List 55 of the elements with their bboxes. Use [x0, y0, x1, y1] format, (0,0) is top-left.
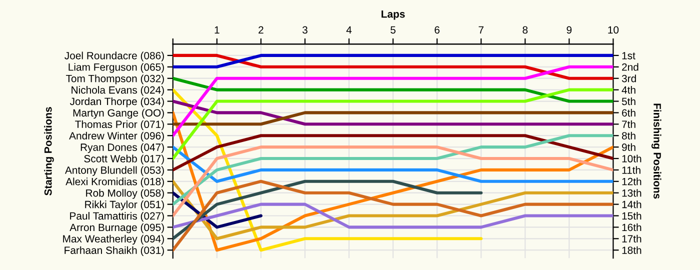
line-series [172, 180, 614, 252]
series-label: Farhaan Shaikh (031) [64, 246, 164, 256]
series-label: Jordan Thorpe (034) [70, 97, 164, 108]
y2-tick-label: 7th [622, 120, 636, 128]
series-label: Thomas Prior (071) [75, 120, 164, 130]
y2-tick-label: 6th [622, 108, 636, 117]
y2-tick-label: 10th [622, 154, 642, 162]
series-label: Joel Roundacre (086) [64, 52, 164, 62]
series-label: Martyn Gange (OO) [73, 108, 164, 119]
y2-axis-title: Finishing Positions [651, 104, 662, 199]
line-series [172, 146, 614, 218]
y2-tick-label: 13th [622, 189, 642, 197]
series-label: Ryan Dones (047) [80, 143, 164, 153]
series-label: Antony Blundell (053) [64, 166, 164, 176]
line-series [172, 134, 614, 172]
x-tick-label: 8 [522, 26, 528, 34]
y2-tick-label: 16th [622, 223, 642, 232]
x-tick-label: 7 [478, 26, 484, 34]
y2-tick-label: 3rd [622, 74, 636, 82]
y2-tick-label: 11th [622, 166, 640, 174]
series-label: Scott Webb (017) [84, 154, 164, 164]
x-tick-label: 10 [608, 26, 619, 34]
y2-tick-label: 12th [622, 178, 642, 186]
x-tick-label: 1 [214, 26, 220, 34]
line-series [172, 180, 483, 240]
y2-tick-label: 8th [622, 132, 636, 140]
line-series [172, 180, 614, 240]
y2-tick-label: 4th [622, 86, 636, 94]
series-label: Andrew Winter (096) [69, 132, 164, 142]
x-tick-label: 2 [258, 26, 264, 34]
y2-tick-label: 14th [622, 200, 642, 208]
series-label: Tom Thompson (032) [66, 74, 164, 84]
series-label: Nichola Evans (024) [72, 86, 164, 96]
series-label: Alexi Kromidias (018) [66, 178, 164, 188]
series-label: Liam Ferguson (065) [68, 63, 164, 73]
x-tick-label: 3 [302, 26, 308, 34]
series-label: Arron Burnage (095) [70, 223, 164, 234]
x-tick-label: 5 [390, 26, 396, 34]
y2-tick-label: 1st [622, 52, 636, 60]
series-label: Rikki Taylor (051) [85, 200, 164, 210]
x-tick-label: 4 [346, 26, 352, 34]
line-series [172, 134, 614, 206]
y2-tick-label: 9th [622, 143, 636, 151]
x-axis-title: Laps [382, 10, 405, 20]
x-tick-label: 6 [434, 26, 440, 34]
y2-tick-label: 2nd [622, 63, 638, 71]
y2-tick-label: 18th [622, 246, 642, 254]
series-label: Paul Tamattiris (027) [70, 212, 164, 222]
text: Starting Positions [44, 107, 54, 196]
y2-tick-label: 5th [622, 97, 636, 106]
series-label: Max Weatherley (094) [63, 234, 164, 245]
x-tick-label: 9 [566, 26, 572, 34]
y2-tick-label: 15th [622, 212, 642, 220]
series-label: Rob Molloy (058) [86, 189, 164, 199]
y2-tick-label: 17th [622, 234, 642, 243]
